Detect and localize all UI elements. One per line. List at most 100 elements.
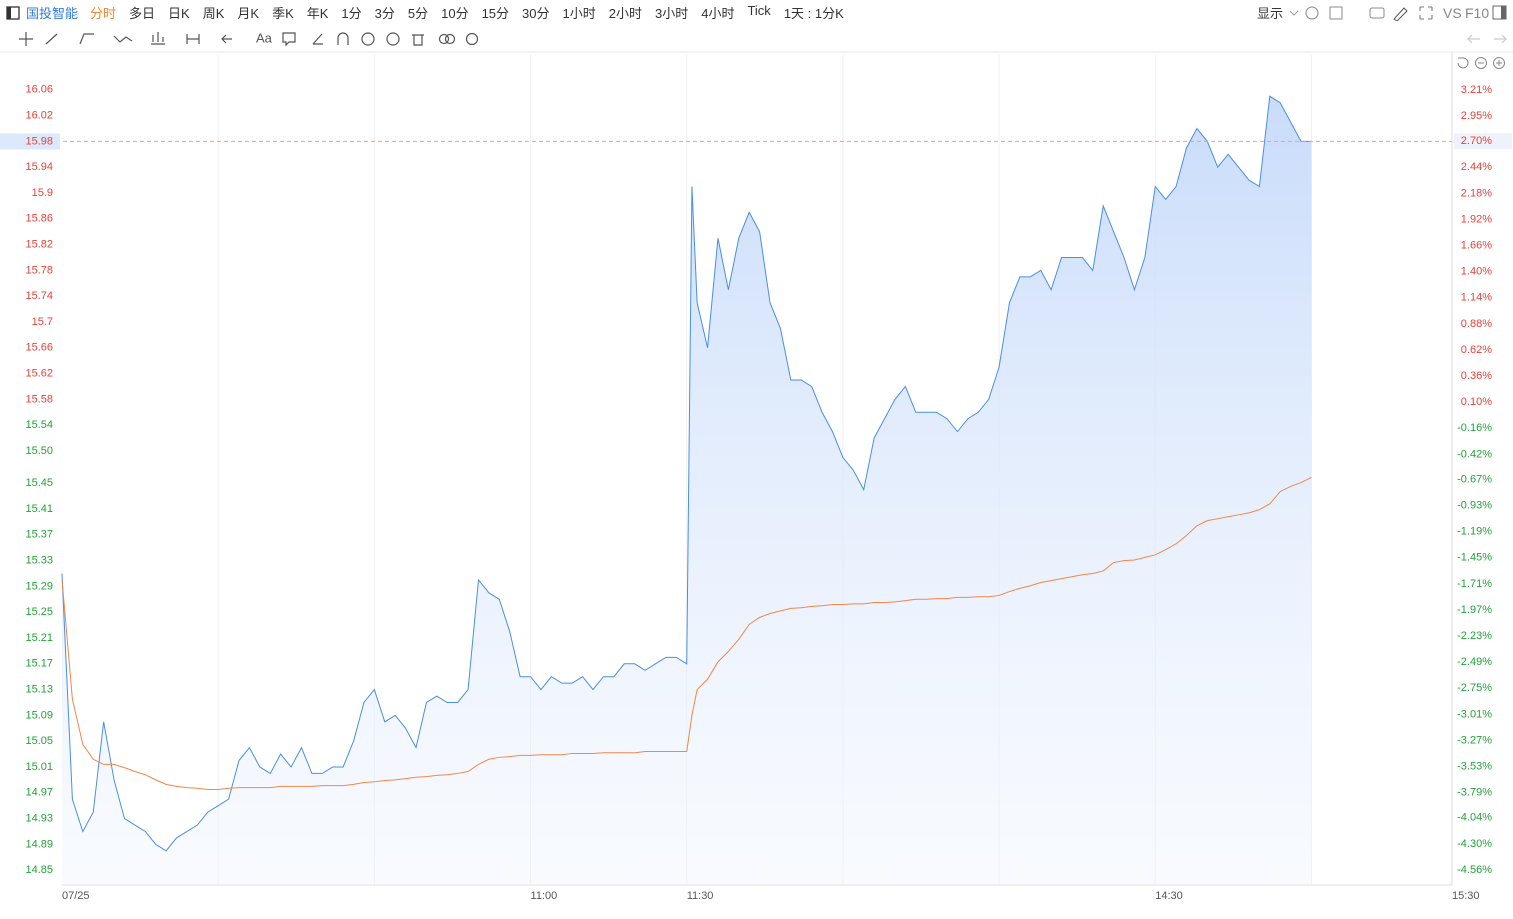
y2-tick-label: -3.27%: [1457, 734, 1492, 746]
undo[interactable]: [1467, 34, 1480, 44]
reset-zoom[interactable]: [1457, 57, 1469, 69]
x-tick-label: 11:00: [531, 890, 558, 902]
line-tool[interactable]: [45, 33, 58, 45]
period-button[interactable]: 2小时: [608, 6, 642, 21]
x-tick-label: 14:30: [1155, 890, 1183, 902]
arc-tool[interactable]: [337, 32, 349, 45]
x-tick-label: 15:30: [1452, 890, 1480, 902]
move-icon[interactable]: [19, 32, 33, 46]
y2-tick-label: 0.10%: [1461, 396, 1492, 408]
text-tool[interactable]: Aa: [256, 30, 273, 45]
y2-tick-label: 2.18%: [1461, 187, 1492, 199]
period-button[interactable]: 年K: [306, 6, 329, 21]
y-tick-label: 15.9: [32, 187, 53, 199]
y-tick-label: 14.85: [25, 864, 53, 876]
period-button[interactable]: 月K: [237, 6, 260, 21]
link-tool-b: [444, 33, 456, 45]
period-button[interactable]: 日K: [168, 6, 190, 21]
y-tick-label: 15.17: [25, 658, 53, 670]
measure-tool[interactable]: [186, 34, 200, 44]
polyline-tool[interactable]: [113, 35, 133, 43]
side-panel-icon[interactable]: [1492, 5, 1508, 21]
redo[interactable]: [1494, 34, 1507, 44]
y2-tick-label: -2.23%: [1457, 630, 1492, 642]
period-list: 分时 多日 日K 周K 月K 季K 年K 1分 3分 5分 10分 15分 30分 1小时 2小时 3小时 4小…: [90, 3, 857, 22]
ellipse-tool[interactable]: [361, 32, 375, 46]
y2-tick-label: 0.62%: [1461, 344, 1492, 356]
fullscreen-icon[interactable]: [1419, 6, 1433, 20]
y2-tick-label: 0.88%: [1461, 318, 1492, 330]
y2-tick-label: -1.45%: [1457, 552, 1492, 564]
y2-tick-label: 1.92%: [1461, 213, 1492, 225]
crosshair-label-bg: [1454, 133, 1512, 150]
period-button[interactable]: 周K: [202, 6, 225, 21]
period-button[interactable]: Tick: [747, 3, 771, 18]
y-tick-label: 15.09: [25, 709, 53, 721]
period-button[interactable]: 分时: [90, 6, 117, 21]
crosshair-label-bg: [0, 133, 60, 150]
drawing-icons: Aa: [19, 30, 1507, 47]
y2-tick-label: -1.97%: [1457, 604, 1492, 616]
period-button[interactable]: 1天 : 1分K: [783, 6, 844, 21]
chart-tool[interactable]: [151, 32, 165, 45]
angle-tool[interactable]: [312, 33, 323, 45]
y-tick-label: 14.97: [25, 787, 53, 799]
period-button[interactable]: 5分: [407, 6, 429, 21]
y2-tick-label: 1.14%: [1461, 292, 1492, 304]
zoom-out[interactable]: [1475, 57, 1487, 69]
y-tick-label: 15.41: [25, 503, 53, 515]
ray-tool[interactable]: [79, 33, 94, 45]
y2-tick-label: -3.53%: [1457, 761, 1492, 773]
period-button[interactable]: 15分: [481, 6, 510, 21]
y-tick-label: 14.93: [25, 812, 53, 824]
period-button[interactable]: 季K: [272, 6, 294, 21]
y2-tick-label: -1.71%: [1457, 578, 1492, 590]
note-tool[interactable]: [282, 32, 296, 47]
period-button[interactable]: 多日: [129, 6, 156, 21]
config-tool[interactable]: [465, 32, 479, 46]
y-tick-label: 15.05: [25, 735, 53, 747]
y-tick-label: 15.58: [25, 393, 53, 405]
square-icon[interactable]: [1329, 6, 1343, 20]
y2-tick-label: -2.75%: [1457, 682, 1492, 694]
y-tick-label: 16.06: [25, 84, 53, 96]
period-button[interactable]: 4小时: [701, 6, 735, 21]
settings-icon[interactable]: [1305, 6, 1319, 20]
period-button[interactable]: 1分: [341, 6, 362, 21]
link-tool[interactable]: [438, 33, 450, 45]
period-toolbar: 国投智能 分时 多日 日K 周K 月K 季K 年K 1分 3分 5分 10分 15分 30分 1小时 2小时…: [0, 0, 1513, 25]
hide-tool[interactable]: [386, 32, 400, 46]
vs-button[interactable]: VS: [1443, 4, 1462, 21]
y-tick-label: 15.54: [25, 419, 53, 431]
y-tick-label: 15.01: [25, 761, 53, 773]
period-button[interactable]: 30分: [522, 6, 550, 21]
y-tick-label: 15.29: [25, 580, 53, 592]
zoom-in[interactable]: [1493, 57, 1505, 69]
y2-tick-label: -0.67%: [1457, 473, 1492, 485]
y2-tick-label: 2.70%: [1461, 135, 1492, 147]
y2-tick-label: 2.95%: [1461, 110, 1492, 122]
period-button[interactable]: 3小时: [654, 6, 689, 21]
y2-tick-label: -4.04%: [1457, 812, 1492, 824]
y2-tick-label: 2.44%: [1461, 161, 1492, 173]
period-button[interactable]: 10分: [441, 6, 469, 21]
panel-icon[interactable]: [6, 5, 20, 20]
pen-icon[interactable]: [1393, 7, 1408, 21]
delete-tool[interactable]: [412, 34, 424, 46]
display-menu[interactable]: 显示: [1257, 6, 1284, 21]
average-line: [61, 476, 1312, 791]
y-tick-label: 15.33: [25, 555, 53, 567]
price-area: [62, 96, 1312, 885]
period-button[interactable]: 3分: [374, 6, 395, 21]
f10-button[interactable]: F10: [1465, 4, 1490, 21]
camera-icon[interactable]: [1369, 7, 1385, 19]
y2-tick-label: 0.36%: [1461, 370, 1492, 382]
x-tick-label: 07/25: [62, 890, 90, 902]
y-tick-label: 14.89: [25, 838, 53, 850]
y-tick-label: 15.74: [25, 290, 53, 302]
y2-tick-label: -0.93%: [1457, 500, 1492, 512]
arrow-tool[interactable]: [221, 34, 232, 44]
period-button[interactable]: 1小时: [562, 6, 596, 21]
y-tick-label: 15.50: [25, 445, 53, 457]
stock-name[interactable]: 国投智能: [26, 6, 79, 21]
